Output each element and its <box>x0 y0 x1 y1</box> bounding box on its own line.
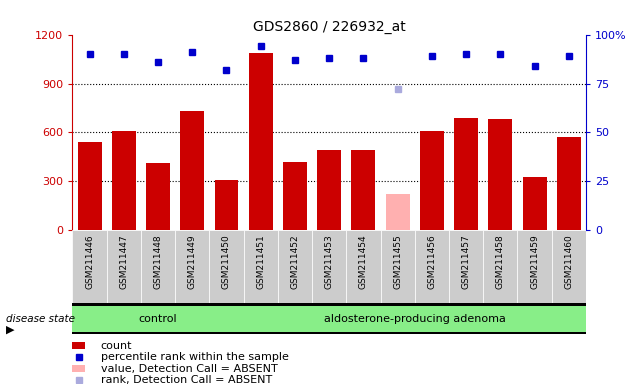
Bar <box>77 142 101 230</box>
Text: GSM211453: GSM211453 <box>324 234 334 289</box>
Text: rank, Detection Call = ABSENT: rank, Detection Call = ABSENT <box>101 375 272 384</box>
Bar <box>386 194 410 230</box>
Bar <box>517 230 552 303</box>
Text: GSM211450: GSM211450 <box>222 234 231 289</box>
Text: GSM211457: GSM211457 <box>462 234 471 289</box>
Text: GSM211447: GSM211447 <box>119 234 129 289</box>
Text: GSM211459: GSM211459 <box>530 234 539 289</box>
Bar <box>244 230 278 303</box>
Text: GSM211455: GSM211455 <box>393 234 402 289</box>
Text: GSM211456: GSM211456 <box>427 234 437 289</box>
Bar <box>483 230 517 303</box>
Bar <box>180 111 204 230</box>
Bar <box>415 230 449 303</box>
Text: GSM211460: GSM211460 <box>564 234 573 289</box>
Text: GSM211458: GSM211458 <box>496 234 505 289</box>
Bar <box>346 230 381 303</box>
Bar <box>141 230 175 303</box>
Bar <box>278 230 312 303</box>
Bar <box>146 164 170 230</box>
Bar <box>112 131 136 230</box>
Text: GSM211451: GSM211451 <box>256 234 265 289</box>
Bar <box>522 177 547 230</box>
Bar <box>249 53 273 230</box>
Text: ▶: ▶ <box>6 324 14 334</box>
Text: GSM211446: GSM211446 <box>85 234 94 289</box>
Text: disease state: disease state <box>6 314 76 324</box>
Text: aldosterone-producing adenoma: aldosterone-producing adenoma <box>324 314 506 324</box>
Bar <box>488 119 512 230</box>
Text: percentile rank within the sample: percentile rank within the sample <box>101 352 289 362</box>
Bar <box>317 151 341 230</box>
Bar <box>449 230 483 303</box>
Bar <box>352 151 375 230</box>
Bar <box>454 118 478 230</box>
Text: GSM211452: GSM211452 <box>290 234 299 289</box>
Text: GSM211448: GSM211448 <box>154 234 163 289</box>
Bar <box>420 131 444 230</box>
Bar <box>381 230 415 303</box>
Text: count: count <box>101 341 132 351</box>
Text: GSM211449: GSM211449 <box>188 234 197 289</box>
Bar <box>552 230 586 303</box>
Bar <box>175 230 209 303</box>
Bar <box>557 137 581 230</box>
Text: GSM211454: GSM211454 <box>359 234 368 289</box>
Title: GDS2860 / 226932_at: GDS2860 / 226932_at <box>253 20 406 33</box>
Text: value, Detection Call = ABSENT: value, Detection Call = ABSENT <box>101 364 278 374</box>
Bar <box>214 180 239 230</box>
Bar <box>244 306 586 332</box>
Bar <box>283 162 307 230</box>
Bar <box>106 230 141 303</box>
Text: control: control <box>139 314 177 324</box>
Bar <box>72 230 106 303</box>
Bar <box>209 230 244 303</box>
Bar <box>312 230 347 303</box>
Bar <box>72 306 244 332</box>
